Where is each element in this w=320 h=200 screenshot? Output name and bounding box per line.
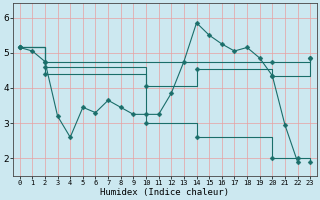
X-axis label: Humidex (Indice chaleur): Humidex (Indice chaleur) <box>100 188 229 197</box>
